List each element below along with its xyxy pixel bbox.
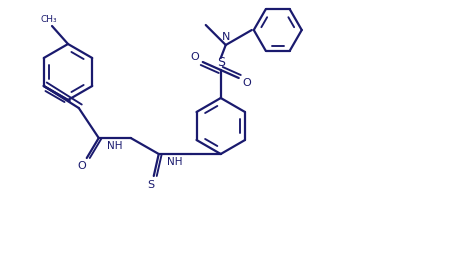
Text: NH: NH [167,157,183,167]
Text: O: O [78,161,86,171]
Text: O: O [191,52,199,62]
Text: CH₃: CH₃ [41,14,57,24]
Text: S: S [217,56,225,69]
Text: NH: NH [107,141,122,151]
Text: O: O [242,78,251,88]
Text: S: S [147,180,154,190]
Text: N: N [221,32,230,42]
